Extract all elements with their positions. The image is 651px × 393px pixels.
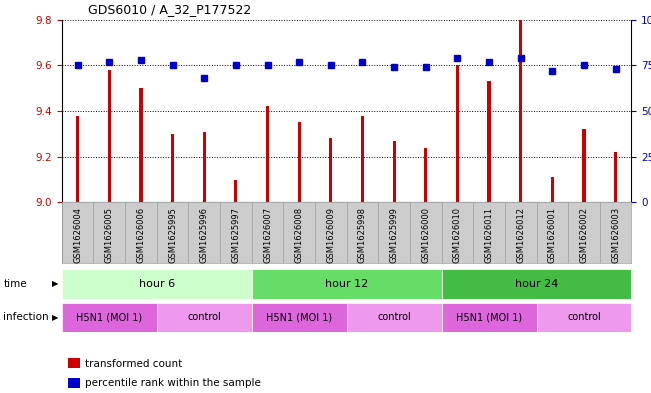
Bar [252,303,347,332]
Bar [107,70,111,202]
Bar [536,303,631,332]
Text: GSM1625998: GSM1625998 [358,207,367,263]
Text: GSM1625997: GSM1625997 [231,207,240,263]
Text: H5N1 (MOI 1): H5N1 (MOI 1) [456,312,522,322]
Text: GSM1626003: GSM1626003 [611,207,620,263]
Bar [347,303,441,332]
Text: hour 12: hour 12 [325,279,368,289]
Text: GSM1626001: GSM1626001 [548,207,557,263]
Text: GSM1626000: GSM1626000 [421,207,430,263]
Text: GSM1626007: GSM1626007 [263,207,272,263]
Text: GSM1626009: GSM1626009 [326,207,335,263]
Bar [62,303,157,332]
Text: control: control [187,312,221,322]
Bar [519,20,522,202]
Bar [76,116,79,202]
Bar [488,81,491,202]
Text: GDS6010 / A_32_P177522: GDS6010 / A_32_P177522 [88,3,251,16]
Text: hour 6: hour 6 [139,279,175,289]
Bar [329,138,333,202]
Bar [583,129,586,202]
Bar [456,65,459,202]
Text: GSM1626012: GSM1626012 [516,207,525,263]
Text: GSM1626010: GSM1626010 [453,207,462,263]
Text: GSM1626006: GSM1626006 [137,207,145,263]
Bar [202,132,206,202]
Bar [551,177,554,202]
Bar [266,107,269,202]
Bar [234,180,238,202]
Text: GSM1626005: GSM1626005 [105,207,114,263]
Text: control: control [377,312,411,322]
Text: infection: infection [3,312,49,322]
Text: H5N1 (MOI 1): H5N1 (MOI 1) [76,312,143,322]
Bar [298,123,301,202]
Bar [424,147,427,202]
Text: GSM1625999: GSM1625999 [390,207,398,263]
Text: time: time [3,279,27,289]
Bar [139,88,143,202]
Bar [393,141,396,202]
Bar [62,269,252,299]
Text: GSM1626002: GSM1626002 [579,207,589,263]
Bar [441,269,631,299]
Bar [441,303,536,332]
Text: transformed count: transformed count [85,358,182,369]
Text: percentile rank within the sample: percentile rank within the sample [85,378,260,388]
Text: GSM1626011: GSM1626011 [484,207,493,263]
Text: hour 24: hour 24 [515,279,558,289]
Bar [171,134,174,202]
Bar [157,303,252,332]
Text: control: control [567,312,601,322]
Text: GSM1625995: GSM1625995 [168,207,177,263]
Text: ▶: ▶ [52,313,59,322]
Text: H5N1 (MOI 1): H5N1 (MOI 1) [266,312,332,322]
Text: ▶: ▶ [52,279,59,288]
Text: GSM1626004: GSM1626004 [73,207,82,263]
Bar [361,116,364,202]
Text: GSM1626008: GSM1626008 [295,207,303,263]
Bar [252,269,441,299]
Bar [614,152,617,202]
Text: GSM1625996: GSM1625996 [200,207,209,263]
